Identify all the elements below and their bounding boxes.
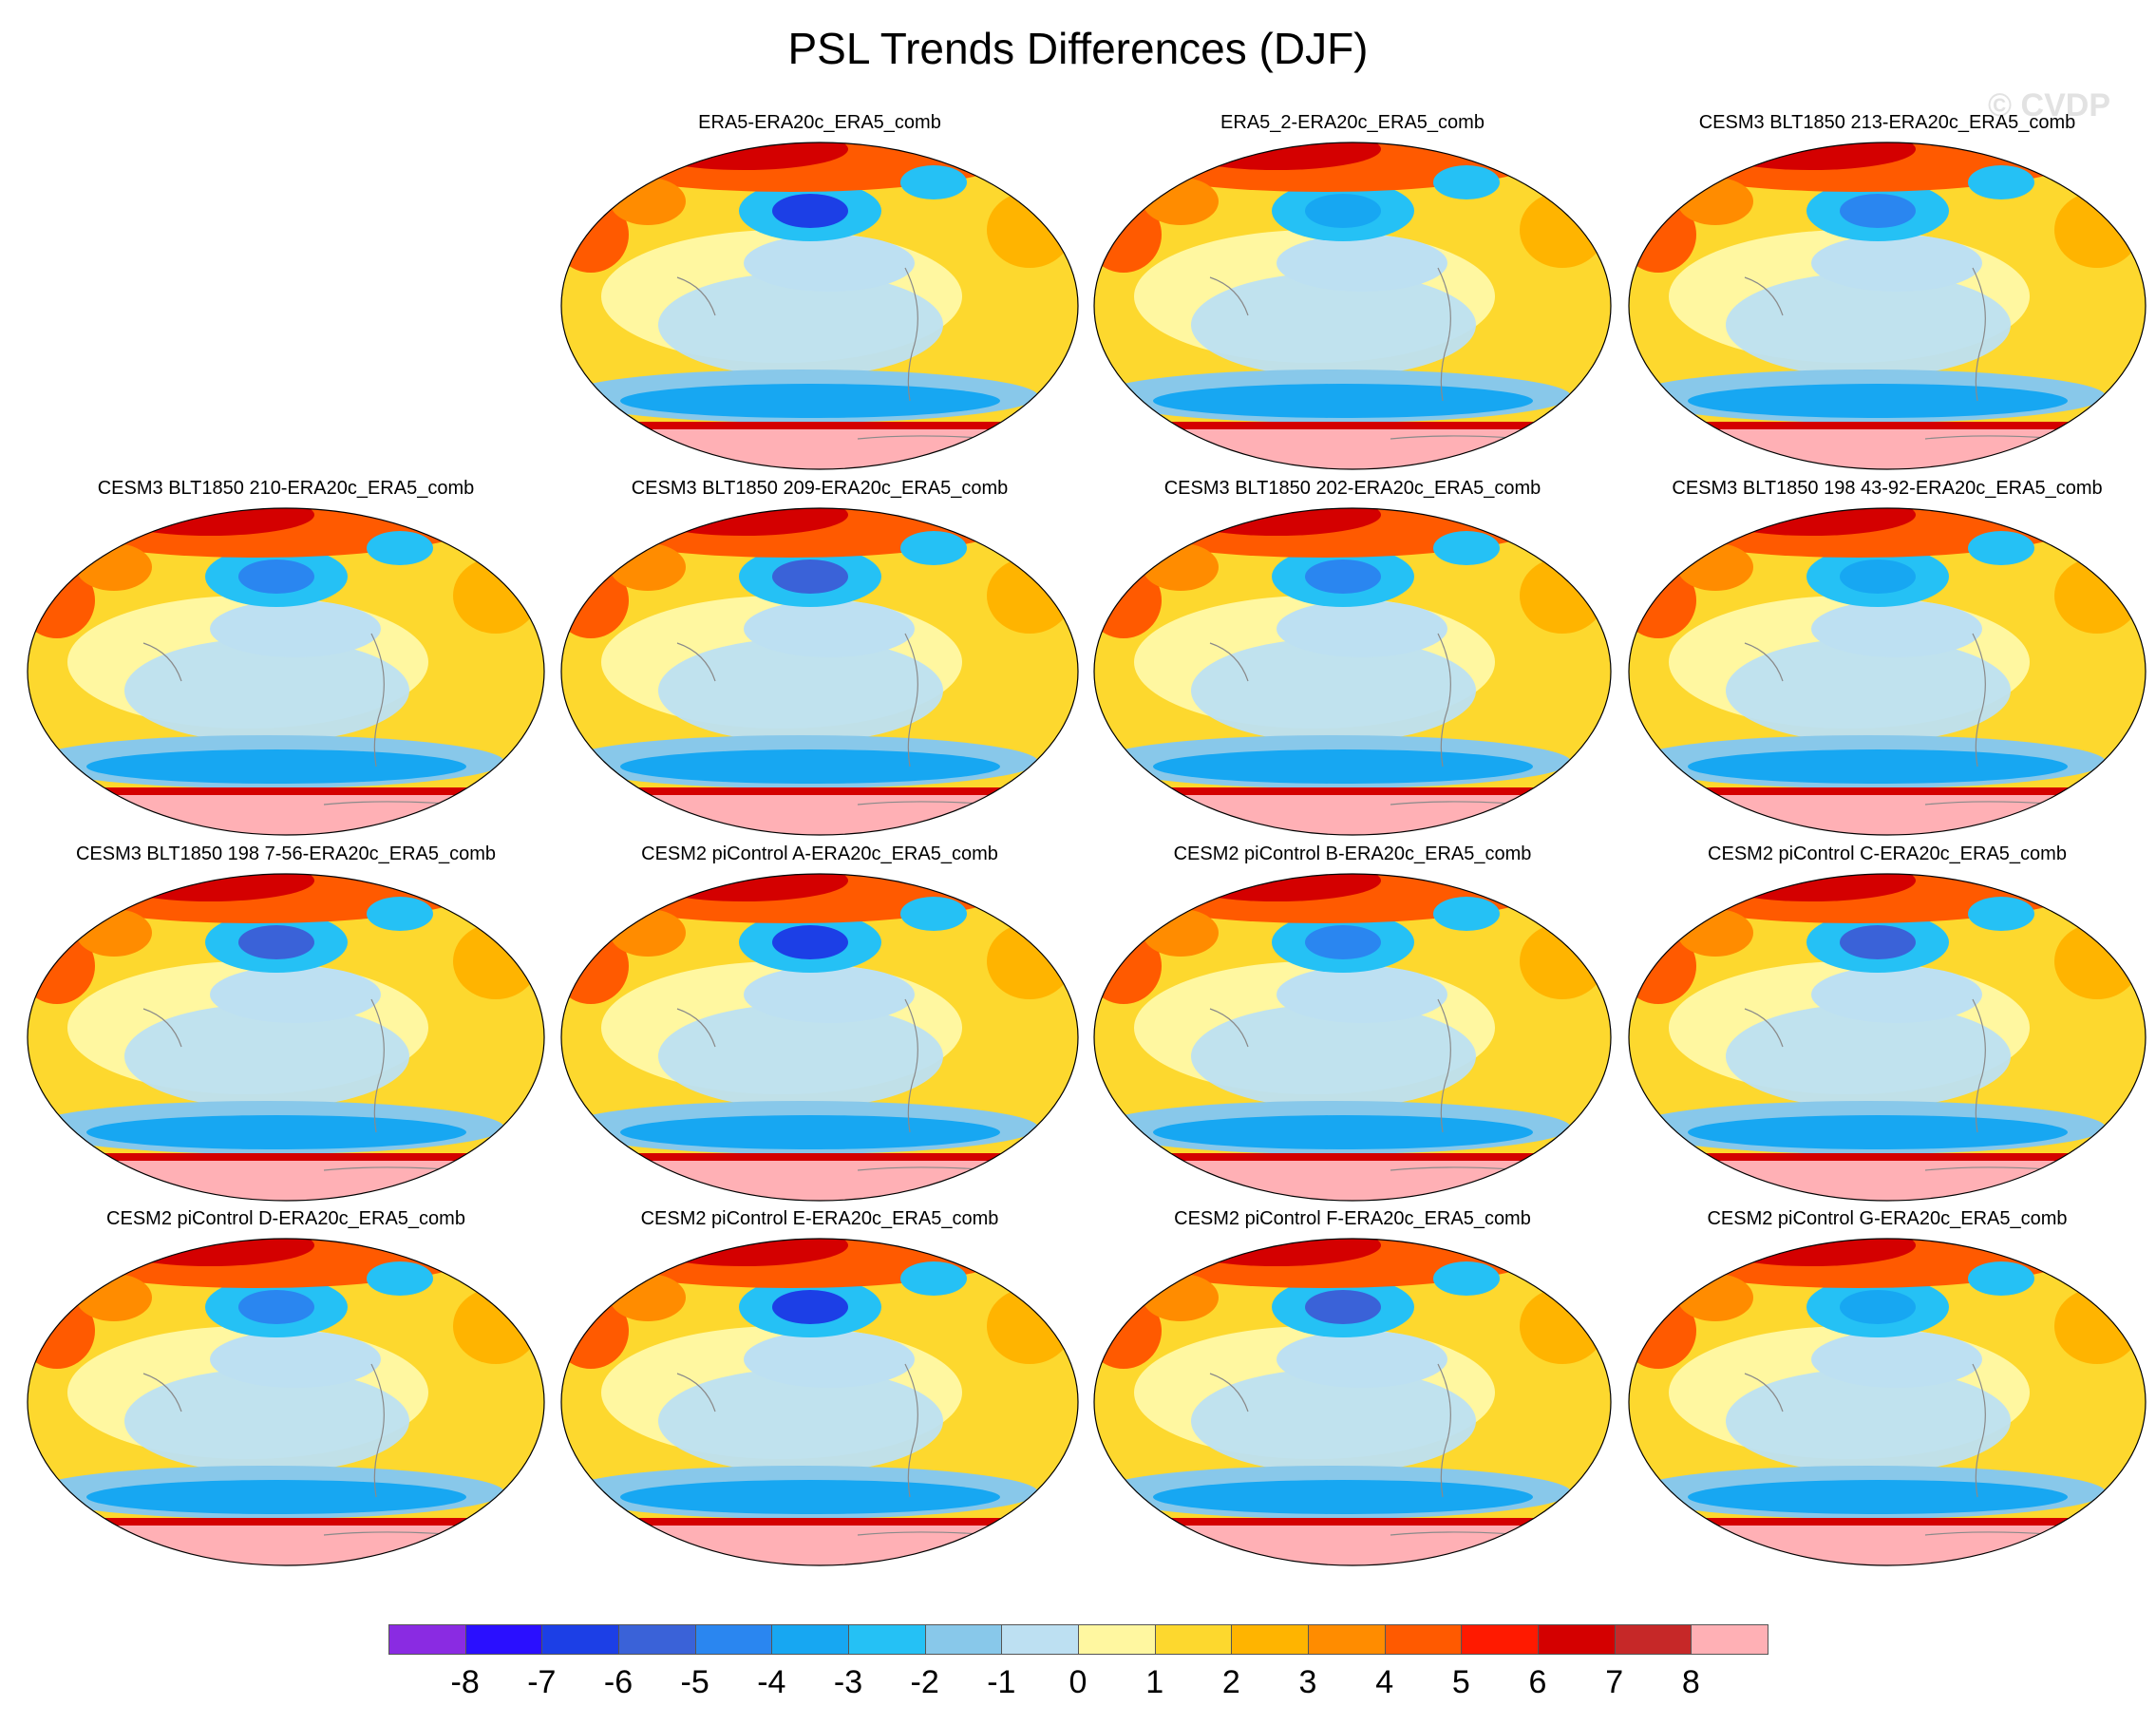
panel-title: ERA5-ERA20c_ERA5_comb	[698, 112, 941, 133]
colorbar-tick-label: -5	[680, 1664, 709, 1700]
map-panel: ERA5-ERA20c_ERA5_comb	[553, 112, 1087, 478]
map-panel: CESM2 piControl G-ERA20c_ERA5_comb	[1620, 1208, 2154, 1574]
watermark: © CVDP	[1988, 87, 2110, 123]
colorbar-swatch	[848, 1624, 926, 1655]
colorbar-tick-label: -3	[833, 1664, 863, 1700]
panel-title: CESM2 piControl D-ERA20c_ERA5_comb	[106, 1208, 465, 1229]
world-map	[1628, 507, 2147, 836]
panel-title: CESM3 BLT1850 198 7-56-ERA20c_ERA5_comb	[75, 844, 497, 864]
colorbar-tick-label: -8	[450, 1664, 480, 1700]
colorbar-swatch	[1461, 1624, 1539, 1655]
panel-title: CESM2 piControl F-ERA20c_ERA5_comb	[1174, 1208, 1531, 1229]
panel-title: CESM2 piControl A-ERA20c_ERA5_comb	[641, 844, 998, 864]
panel-title: CESM2 piControl B-ERA20c_ERA5_comb	[1173, 844, 1532, 864]
map-panel: CESM2 piControl B-ERA20c_ERA5_comb	[1086, 844, 1619, 1209]
map-panel: CESM2 piControl A-ERA20c_ERA5_comb	[553, 844, 1087, 1209]
panel-title: CESM3 BLT1850 210-ERA20c_ERA5_comb	[97, 478, 475, 499]
colorbar	[388, 1624, 1768, 1659]
colorbar-tick-labels: -8 -7 -6 -5 -4 -3 -2 -1 0 1 2 3 4 5 6 7 8	[0, 1664, 2156, 1702]
world-map	[1093, 142, 1612, 470]
world-map	[1093, 507, 1612, 836]
colorbar-swatch	[618, 1624, 696, 1655]
colorbar-tick-label: 7	[1605, 1664, 1624, 1700]
panel-title: CESM2 piControl C-ERA20c_ERA5_comb	[1708, 844, 2067, 864]
figure-title: PSL Trends Differences (DJF)	[787, 24, 1369, 73]
colorbar-swatch	[1231, 1624, 1309, 1655]
colorbar-tick-label: 0	[1069, 1664, 1087, 1700]
map-panel: CESM3 BLT1850 213-ERA20c_ERA5_comb	[1620, 112, 2154, 478]
colorbar-swatch	[771, 1624, 849, 1655]
world-map	[560, 142, 1079, 470]
colorbar-tick-label: 8	[1681, 1664, 1700, 1700]
map-panel: ERA5_2-ERA20c_ERA5_comb	[1086, 112, 1619, 478]
colorbar-tick-label: -1	[987, 1664, 1016, 1700]
map-panel: CESM3 BLT1850 198 7-56-ERA20c_ERA5_comb	[19, 844, 553, 1209]
world-map	[560, 873, 1079, 1202]
colorbar-swatch	[1154, 1624, 1233, 1655]
map-panel: CESM3 BLT1850 202-ERA20c_ERA5_comb	[1086, 478, 1619, 844]
panel-title: CESM2 piControl G-ERA20c_ERA5_comb	[1707, 1208, 2068, 1229]
colorbar-swatch	[1614, 1624, 1693, 1655]
colorbar-swatch	[924, 1624, 1003, 1655]
colorbar-swatch	[464, 1624, 543, 1655]
colorbar-swatch	[694, 1624, 773, 1655]
world-map	[1628, 142, 2147, 470]
world-map	[560, 507, 1079, 836]
colorbar-tick-label: 3	[1298, 1664, 1317, 1700]
colorbar-tick-label: -7	[527, 1664, 557, 1700]
map-panel: CESM2 piControl D-ERA20c_ERA5_comb	[19, 1208, 553, 1574]
world-map	[560, 1238, 1079, 1566]
colorbar-tick-label: 2	[1221, 1664, 1240, 1700]
panel-title: CESM3 BLT1850 213-ERA20c_ERA5_comb	[1698, 112, 2076, 133]
colorbar-swatch	[1691, 1624, 1768, 1655]
colorbar-tick-label: -6	[603, 1664, 634, 1700]
colorbar-swatch	[1308, 1624, 1386, 1655]
colorbar-swatch	[541, 1624, 619, 1655]
world-map	[1628, 1238, 2147, 1566]
colorbar-tick-label: 1	[1145, 1664, 1164, 1700]
world-map	[1093, 1238, 1612, 1566]
colorbar-swatch	[388, 1624, 466, 1655]
map-panel: CESM2 piControl F-ERA20c_ERA5_comb	[1086, 1208, 1619, 1574]
map-panel: CESM2 piControl E-ERA20c_ERA5_comb	[553, 1208, 1087, 1574]
panel-title: CESM3 BLT1850 209-ERA20c_ERA5_comb	[631, 478, 1009, 499]
colorbar-swatch	[1384, 1624, 1463, 1655]
map-panel: CESM3 BLT1850 198 43-92-ERA20c_ERA5_comb	[1620, 478, 2154, 844]
colorbar-tick-label: -2	[910, 1664, 939, 1700]
map-panel: CESM3 BLT1850 209-ERA20c_ERA5_comb	[553, 478, 1087, 844]
colorbar-tick-label: 4	[1375, 1664, 1394, 1700]
map-panel: CESM2 piControl C-ERA20c_ERA5_comb	[1620, 844, 2154, 1209]
panel-title: CESM3 BLT1850 202-ERA20c_ERA5_comb	[1163, 478, 1541, 499]
colorbar-tick-label: 5	[1451, 1664, 1470, 1700]
colorbar-swatch	[1078, 1624, 1156, 1655]
colorbar-swatch	[1538, 1624, 1616, 1655]
world-map	[27, 1238, 545, 1566]
world-map	[1093, 873, 1612, 1202]
panel-title: CESM2 piControl E-ERA20c_ERA5_comb	[640, 1208, 999, 1229]
colorbar-tick-label: -4	[757, 1664, 786, 1700]
panel-title: CESM3 BLT1850 198 43-92-ERA20c_ERA5_comb	[1672, 478, 2103, 499]
world-map	[27, 873, 545, 1202]
world-map	[1628, 873, 2147, 1202]
world-map	[27, 507, 545, 836]
panel-title: ERA5_2-ERA20c_ERA5_comb	[1220, 112, 1485, 133]
colorbar-tick-label: 6	[1528, 1664, 1547, 1700]
colorbar-swatch	[1001, 1624, 1079, 1655]
map-panel: CESM3 BLT1850 210-ERA20c_ERA5_comb	[19, 478, 553, 844]
